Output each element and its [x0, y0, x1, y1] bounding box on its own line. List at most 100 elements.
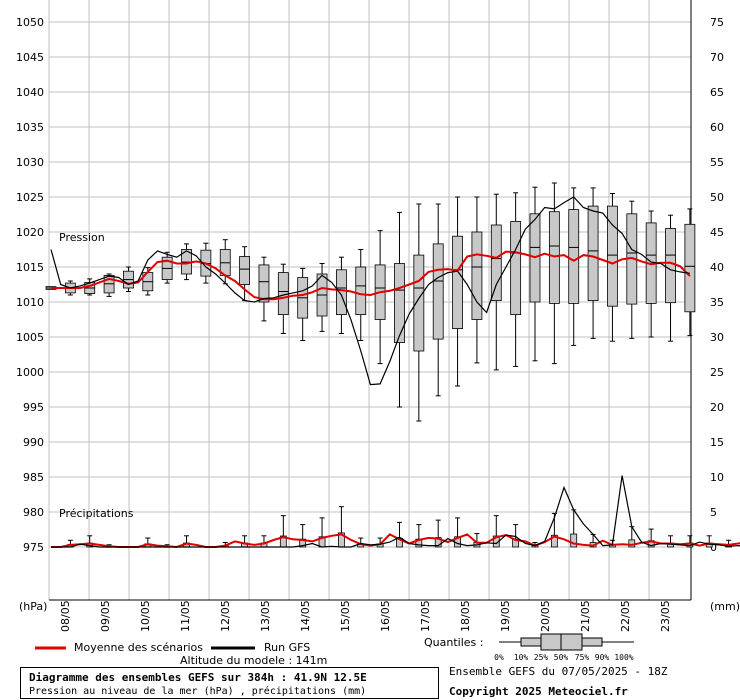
- x-tick-label: 10/05: [139, 600, 152, 632]
- left-tick-label: 1005: [16, 331, 44, 344]
- x-tick-label: 08/05: [59, 600, 72, 632]
- pressure-mean-line: [51, 250, 691, 301]
- left-tick-label: 1025: [16, 191, 44, 204]
- quantiles-steps: 0% 10% 25% 50% 75% 90% 100%: [494, 653, 634, 662]
- pressure-box: [355, 266, 367, 315]
- quantile-step-label: 100%: [614, 653, 633, 662]
- copyright: Copyright 2025 Meteociel.fr: [449, 685, 628, 698]
- pressure-box: [665, 228, 676, 304]
- legend-gfs-label: Run GFS: [264, 641, 310, 654]
- left-tick-label: 980: [23, 506, 44, 519]
- x-tick-label: 19/05: [499, 600, 512, 632]
- left-tick-label: 990: [23, 436, 44, 449]
- left-tick-label: 1015: [16, 261, 44, 274]
- x-tick-label: 09/05: [99, 600, 112, 632]
- left-tick-label: 1050: [16, 16, 44, 29]
- pressure-box: [432, 243, 444, 340]
- precip-mean-line: [51, 533, 740, 549]
- left-tick-label: 975: [23, 541, 44, 554]
- left-tick-label: 995: [23, 401, 44, 414]
- chart-title: Diagramme des ensembles GEFS sur 384h : …: [29, 671, 367, 684]
- x-tick-label: 11/05: [179, 600, 192, 632]
- pressure-box: [239, 256, 251, 285]
- quantiles-label: Quantiles :: [424, 636, 483, 649]
- pressure-box: [277, 272, 289, 316]
- legend-gfs: Run GFS: [211, 641, 310, 654]
- x-tick-label: 12/05: [219, 600, 232, 632]
- pressure-box: [684, 223, 696, 313]
- x-tick-label: 13/05: [259, 600, 272, 632]
- right-tick-label: 45: [710, 226, 724, 239]
- x-tick-label: 16/05: [379, 600, 392, 632]
- precip-gfs-line: [51, 475, 740, 548]
- right-tick-label: 50: [710, 191, 724, 204]
- quantile-step-label: 50%: [554, 653, 569, 662]
- pressure-box: [335, 269, 347, 315]
- quantile-step-label: 75%: [575, 653, 590, 662]
- right-tick-label: 70: [710, 51, 724, 64]
- x-tick-label: 21/05: [579, 600, 592, 632]
- precip-box: [434, 537, 442, 548]
- legend-mean: Moyenne des scénarios: [35, 641, 203, 654]
- chart-title-box: Diagramme des ensembles GEFS sur 384h : …: [20, 667, 439, 699]
- left-tick-label: 1040: [16, 86, 44, 99]
- precip-box: [550, 534, 558, 548]
- pressure-box: [452, 235, 463, 329]
- pressure-box: [413, 254, 425, 352]
- chart-grid: [48, 0, 691, 601]
- right-tick-label: 25: [710, 366, 724, 379]
- right-tick-label: 5: [710, 506, 717, 519]
- x-axis-labels: 08/05 09/05 10/05 11/05 12/05 13/05 14/05 15/05…: [59, 600, 672, 632]
- pressure-box: [471, 231, 483, 320]
- left-tick-label: 1035: [16, 121, 44, 134]
- pressure-box: [258, 264, 270, 303]
- ensemble-run: Ensemble GEFS du 07/05/2025 - 18Z: [449, 665, 668, 678]
- left-tick-label: 1045: [16, 51, 44, 64]
- right-tick-label: 65: [710, 86, 724, 99]
- quantiles-legend: Quantiles : 0% 10% 25% 50% 75% 90% 100%: [424, 633, 634, 662]
- left-axis-ticks: 975 980 985 990 995 1000 1005 1010 1015 1020 1025 1…: [16, 16, 44, 554]
- right-tick-label: 35: [710, 296, 724, 309]
- left-tick-label: 1020: [16, 226, 44, 239]
- x-tick-label: 23/05: [659, 600, 672, 632]
- right-tick-label: 15: [710, 436, 724, 449]
- left-tick-label: 1030: [16, 156, 44, 169]
- pressure-box: [548, 211, 560, 304]
- pressure-annotation: Pression: [59, 231, 105, 244]
- right-axis-ticks: 0 5 10 15 20 25 30 35 40 45 50 55 60 65 70 75: [710, 16, 724, 554]
- precip-annotation: Précipitations: [59, 507, 134, 520]
- quantile-step-label: 0%: [494, 653, 504, 662]
- right-tick-label: 60: [710, 121, 724, 134]
- x-tick-label: 18/05: [459, 600, 472, 632]
- right-tick-label: 55: [710, 156, 724, 169]
- right-axis-unit: (mm): [710, 600, 740, 613]
- right-tick-label: 40: [710, 261, 724, 274]
- pressure-box: [510, 221, 522, 315]
- legend-mean-label: Moyenne des scénarios: [74, 641, 203, 654]
- right-tick-label: 20: [710, 401, 724, 414]
- x-tick-label: 22/05: [619, 600, 632, 632]
- left-tick-label: 1000: [16, 366, 44, 379]
- pressure-gfs-line: [50, 196, 690, 386]
- model-altitude: Altitude du modele : 141m: [180, 654, 327, 667]
- left-axis-unit: (hPa): [19, 600, 47, 613]
- right-tick-label: 75: [710, 16, 724, 29]
- quantile-step-label: 10%: [514, 653, 529, 662]
- x-tick-label: 14/05: [299, 600, 312, 632]
- left-tick-label: 1010: [16, 296, 44, 309]
- pressure-box: [490, 224, 502, 301]
- precip-box: [570, 533, 578, 548]
- chart-subtitle: Pression au niveau de la mer (hPa) , pré…: [29, 686, 367, 697]
- left-tick-label: 985: [23, 471, 44, 484]
- x-tick-label: 20/05: [539, 600, 552, 632]
- pressure-box: [587, 205, 599, 302]
- quantile-step-label: 90%: [595, 653, 610, 662]
- pressure-box: [607, 205, 618, 307]
- right-tick-label: 10: [710, 471, 724, 484]
- x-tick-label: 15/05: [339, 600, 352, 632]
- right-tick-label: 0: [710, 541, 717, 554]
- quantile-step-label: 25%: [534, 653, 549, 662]
- pressure-box: [568, 209, 580, 304]
- pressure-box: [394, 263, 405, 343]
